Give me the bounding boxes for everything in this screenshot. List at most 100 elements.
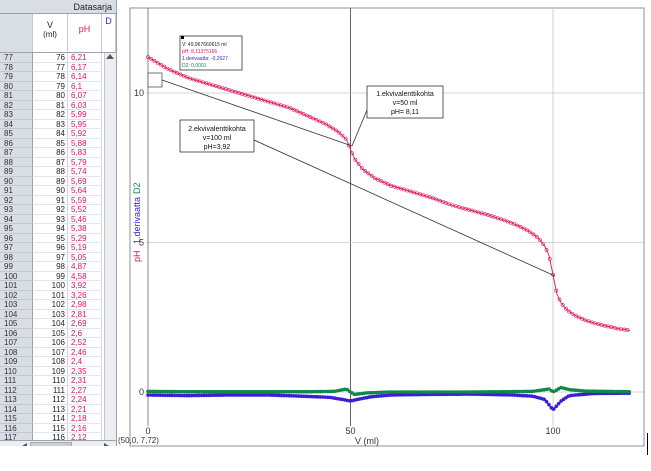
cell-ph[interactable]: 2,81: [68, 309, 102, 319]
cell-volume[interactable]: 90: [33, 186, 68, 196]
table-row[interactable]: 80 79 6,1: [0, 81, 116, 91]
table-row[interactable]: 90 89 5,69: [0, 176, 116, 186]
cell-volume[interactable]: 97: [33, 252, 68, 262]
cell-volume[interactable]: 86: [33, 148, 68, 158]
readout-handle-icon[interactable]: [181, 36, 184, 39]
cell-ph[interactable]: 4,87: [68, 262, 102, 272]
table-row[interactable]: 97 96 5,19: [0, 243, 116, 253]
cell-ph[interactable]: 2,69: [68, 319, 102, 329]
cell-ph[interactable]: 2,6: [68, 328, 102, 338]
table-row[interactable]: 111 110 2,31: [0, 376, 116, 386]
table-row[interactable]: 87 86 5,83: [0, 148, 116, 158]
cell-ph[interactable]: 5,52: [68, 205, 102, 215]
column-header-v[interactable]: V (ml): [33, 14, 68, 52]
cell-ph[interactable]: 5,05: [68, 252, 102, 262]
table-vertical-scrollbar[interactable]: [104, 53, 116, 446]
cell-ph[interactable]: 5,99: [68, 110, 102, 120]
cell-ph[interactable]: 6,03: [68, 100, 102, 110]
table-row[interactable]: 107 106 2,52: [0, 338, 116, 348]
scroll-right-arrow-icon[interactable]: [104, 443, 109, 446]
cell-ph[interactable]: 5,46: [68, 214, 102, 224]
cell-ph[interactable]: 5,95: [68, 119, 102, 129]
cell-ph[interactable]: 5,38: [68, 224, 102, 234]
annotation-first-equivalence-point[interactable]: 1.ekvivalenttikohta v=50 ml pH= 8,11: [161, 79, 444, 147]
table-row[interactable]: 102 101 3,26: [0, 290, 116, 300]
table-row[interactable]: 91 90 5,64: [0, 186, 116, 196]
table-row[interactable]: 89 88 5,74: [0, 167, 116, 177]
cell-volume[interactable]: 84: [33, 129, 68, 139]
cell-ph[interactable]: 2,46: [68, 347, 102, 357]
cell-ph[interactable]: 6,07: [68, 91, 102, 101]
cell-volume[interactable]: 103: [33, 309, 68, 319]
cell-ph[interactable]: 4,58: [68, 271, 102, 281]
cell-ph[interactable]: 2,35: [68, 366, 102, 376]
table-row[interactable]: 78 77 6,17: [0, 62, 116, 72]
cell-ph[interactable]: 5,59: [68, 195, 102, 205]
table-row[interactable]: 110 109 2,35: [0, 366, 116, 376]
cell-volume[interactable]: 81: [33, 100, 68, 110]
table-row[interactable]: 92 91 5,59: [0, 195, 116, 205]
table-row[interactable]: 108 107 2,46: [0, 347, 116, 357]
table-row[interactable]: 82 81 6,03: [0, 100, 116, 110]
cell-ph[interactable]: 5,83: [68, 148, 102, 158]
cell-volume[interactable]: 102: [33, 300, 68, 310]
graph-panel[interactable]: 0 5 10 0 50 100 pH 1.derivaatta D2 V (ml) (50…: [118, 0, 651, 466]
cell-ph[interactable]: 6,21: [68, 53, 102, 63]
table-row[interactable]: 77 76 6,21: [0, 53, 116, 63]
cell-volume[interactable]: 85: [33, 138, 68, 148]
cell-ph[interactable]: 2,98: [68, 300, 102, 310]
cell-ph[interactable]: 5,74: [68, 167, 102, 177]
cell-volume[interactable]: 98: [33, 262, 68, 272]
cell-ph[interactable]: 3,26: [68, 290, 102, 300]
table-row[interactable]: 96 95 5,29: [0, 233, 116, 243]
cell-volume[interactable]: 87: [33, 157, 68, 167]
table-row[interactable]: 109 108 2,4: [0, 357, 116, 367]
cell-volume[interactable]: 82: [33, 110, 68, 120]
table-row[interactable]: 79 78 6,14: [0, 72, 116, 82]
table-row[interactable]: 103 102 2,98: [0, 300, 116, 310]
cell-ph[interactable]: 5,88: [68, 138, 102, 148]
cell-volume[interactable]: 115: [33, 423, 68, 433]
cell-ph[interactable]: 5,69: [68, 176, 102, 186]
cell-volume[interactable]: 113: [33, 404, 68, 414]
cell-volume[interactable]: 96: [33, 243, 68, 253]
table-row[interactable]: 98 97 5,05: [0, 252, 116, 262]
cell-volume[interactable]: 109: [33, 366, 68, 376]
cell-volume[interactable]: 95: [33, 233, 68, 243]
cell-ph[interactable]: 2,21: [68, 404, 102, 414]
table-row[interactable]: 95 94 5,38: [0, 224, 116, 234]
cell-ph[interactable]: 2,24: [68, 395, 102, 405]
cell-volume[interactable]: 78: [33, 72, 68, 82]
cell-ph[interactable]: 5,29: [68, 233, 102, 243]
cell-volume[interactable]: 101: [33, 290, 68, 300]
table-row[interactable]: 116 115 2,16: [0, 423, 116, 433]
table-row[interactable]: 100 99 4,58: [0, 271, 116, 281]
cell-volume[interactable]: 110: [33, 376, 68, 386]
cell-ph[interactable]: 2,52: [68, 338, 102, 348]
cell-volume[interactable]: 77: [33, 62, 68, 72]
cell-volume[interactable]: 106: [33, 338, 68, 348]
cell-volume[interactable]: 94: [33, 224, 68, 234]
cell-ph[interactable]: 6,14: [68, 72, 102, 82]
cell-volume[interactable]: 108: [33, 357, 68, 367]
cell-volume[interactable]: 112: [33, 395, 68, 405]
cell-ph[interactable]: 2,31: [68, 376, 102, 386]
cell-ph[interactable]: 5,19: [68, 243, 102, 253]
cell-ph[interactable]: 3,92: [68, 281, 102, 291]
table-row[interactable]: 105 104 2,69: [0, 319, 116, 329]
table-row[interactable]: 88 87 5,79: [0, 157, 116, 167]
cell-volume[interactable]: 100: [33, 281, 68, 291]
marker-handle[interactable]: [147, 72, 163, 88]
table-row[interactable]: 94 93 5,46: [0, 214, 116, 224]
cell-volume[interactable]: 107: [33, 347, 68, 357]
annotation-second-equivalence-point[interactable]: 2.ekvivalenttikohta v=100 ml pH=3,92: [179, 119, 556, 277]
cell-volume[interactable]: 92: [33, 205, 68, 215]
table-row[interactable]: 114 113 2,21: [0, 404, 116, 414]
table-row[interactable]: 106 105 2,6: [0, 328, 116, 338]
cell-ph[interactable]: 6,17: [68, 62, 102, 72]
table-row[interactable]: 99 98 4,87: [0, 262, 116, 272]
cell-volume[interactable]: 80: [33, 91, 68, 101]
table-row[interactable]: 113 112 2,24: [0, 395, 116, 405]
table-row[interactable]: 81 80 6,07: [0, 91, 116, 101]
